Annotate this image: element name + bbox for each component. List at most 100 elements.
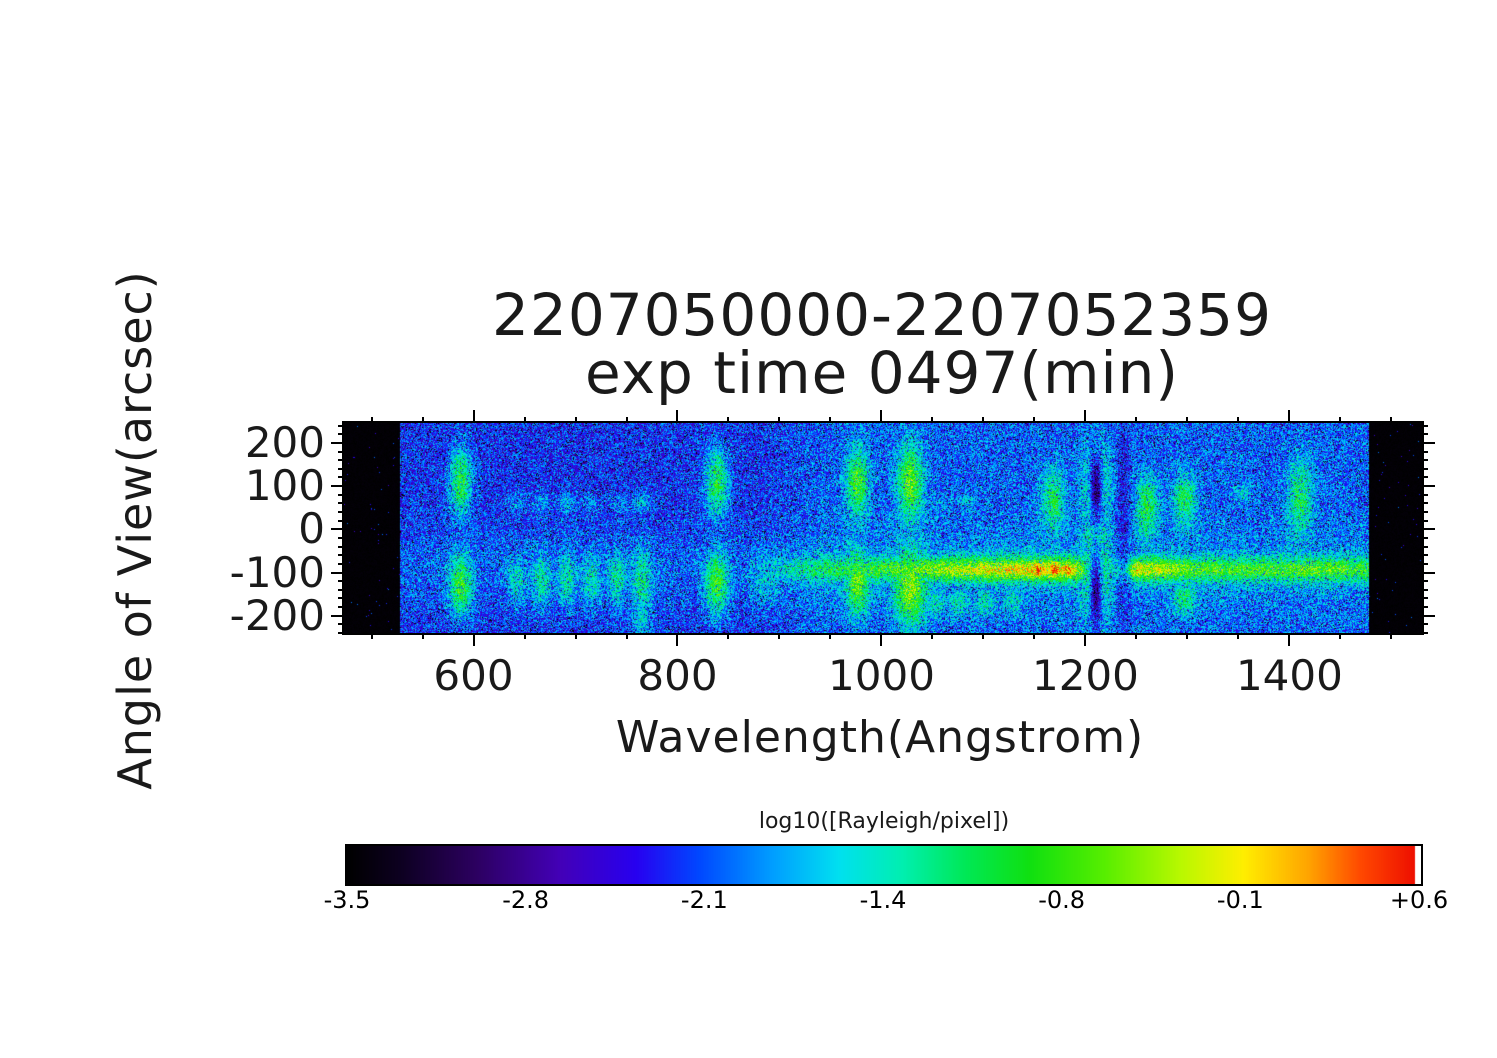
colorbar-tick-label: +0.6 [1389,886,1449,914]
x-minor-tick [1339,633,1342,639]
x-minor-tick [829,633,832,639]
y-minor-tick [338,597,344,600]
colorbar-tick-label: -2.1 [680,886,728,914]
x-minor-tick-top [1390,417,1393,423]
y-minor-tick [338,424,344,427]
x-major-tick-top [472,410,475,423]
y-minor-tick-right [1422,493,1428,496]
y-major-tick-right [1422,614,1435,617]
x-minor-tick [727,633,730,639]
x-minor-tick-top [421,417,424,423]
x-minor-tick [1033,633,1036,639]
y-minor-tick-right [1422,597,1428,600]
x-tick-label: 600 [433,651,514,700]
y-major-tick [331,485,344,488]
x-minor-tick-top [1186,417,1189,423]
y-minor-tick-right [1422,588,1428,591]
y-major-tick [331,441,344,444]
x-tick-label: 1400 [1235,651,1343,700]
x-minor-tick [625,633,628,639]
y-minor-tick-right [1422,562,1428,565]
y-minor-tick-right [1422,450,1428,453]
y-major-tick-right [1422,571,1435,574]
colorbar-tick-label: -1.4 [859,886,907,914]
x-minor-tick [1135,633,1138,639]
y-minor-tick [338,433,344,436]
x-minor-tick [370,633,373,639]
y-minor-tick [338,623,344,626]
y-tick-label: 100 [244,461,325,511]
y-minor-tick [338,554,344,557]
y-minor-tick-right [1422,519,1428,522]
x-minor-tick-top [727,417,730,423]
y-minor-tick [338,536,344,539]
x-minor-tick-top [370,417,373,423]
y-major-tick-right [1422,441,1435,444]
x-major-tick [880,633,883,646]
colorbar [345,844,1423,886]
y-minor-tick [338,545,344,548]
spectrogram-plot-area [342,421,1424,635]
y-minor-tick [338,519,344,522]
y-major-tick-right [1422,485,1435,488]
colorbar-tick-label: -3.5 [323,886,371,914]
x-minor-tick-top [829,417,832,423]
x-minor-tick [1390,633,1393,639]
x-tick-label: 1000 [828,651,935,700]
x-major-tick [1288,633,1291,646]
x-minor-tick [1237,633,1240,639]
x-minor-tick-top [625,417,628,423]
y-minor-tick [338,493,344,496]
spectrogram-canvas [344,423,1422,633]
x-major-tick [676,633,679,646]
y-major-tick [331,614,344,617]
x-minor-tick [421,633,424,639]
x-major-tick-top [676,410,679,423]
x-minor-tick-top [574,417,577,423]
y-minor-tick [338,450,344,453]
y-minor-tick [338,562,344,565]
y-minor-tick [338,459,344,462]
y-minor-tick-right [1422,511,1428,513]
y-minor-tick [338,511,344,513]
y-minor-tick-right [1422,536,1428,539]
y-minor-tick-right [1422,554,1428,557]
x-major-tick [472,633,475,646]
y-axis-title: Angle of View(arcsec) [108,270,162,790]
y-minor-tick-right [1422,476,1428,479]
x-tick-label: 800 [637,651,718,700]
x-minor-tick [778,633,781,639]
x-minor-tick-top [778,417,781,423]
x-minor-tick-top [1033,417,1036,423]
x-major-tick-top [1084,410,1087,423]
y-minor-tick [338,502,344,505]
x-axis-title: Wavelength(Angstrom) [615,712,1145,763]
y-tick-label: -200 [229,590,325,640]
x-minor-tick-top [1135,417,1138,423]
x-minor-tick [931,633,934,639]
y-major-tick [331,571,344,574]
colorbar-title: log10([Rayleigh/pixel]) [758,809,1010,834]
y-minor-tick [338,606,344,609]
y-tick-label: -100 [229,547,325,597]
x-minor-tick [574,633,577,639]
y-minor-tick-right [1422,424,1428,427]
y-minor-tick-right [1422,623,1428,626]
y-minor-tick-right [1422,606,1428,609]
x-minor-tick-top [982,417,985,423]
x-tick-label: 1200 [1031,651,1139,700]
y-minor-tick-right [1422,502,1428,505]
x-major-tick [1084,633,1087,646]
colorbar-tick-label: -0.8 [1038,886,1086,914]
x-minor-tick-top [523,417,526,423]
x-minor-tick-top [1339,417,1342,423]
y-minor-tick [338,467,344,470]
y-minor-tick-right [1422,545,1428,548]
x-major-tick-top [880,410,883,423]
x-minor-tick [982,633,985,639]
y-tick-label: 200 [244,417,325,467]
y-minor-tick-right [1422,459,1428,462]
y-minor-tick-right [1422,467,1428,470]
y-minor-tick [338,632,344,634]
